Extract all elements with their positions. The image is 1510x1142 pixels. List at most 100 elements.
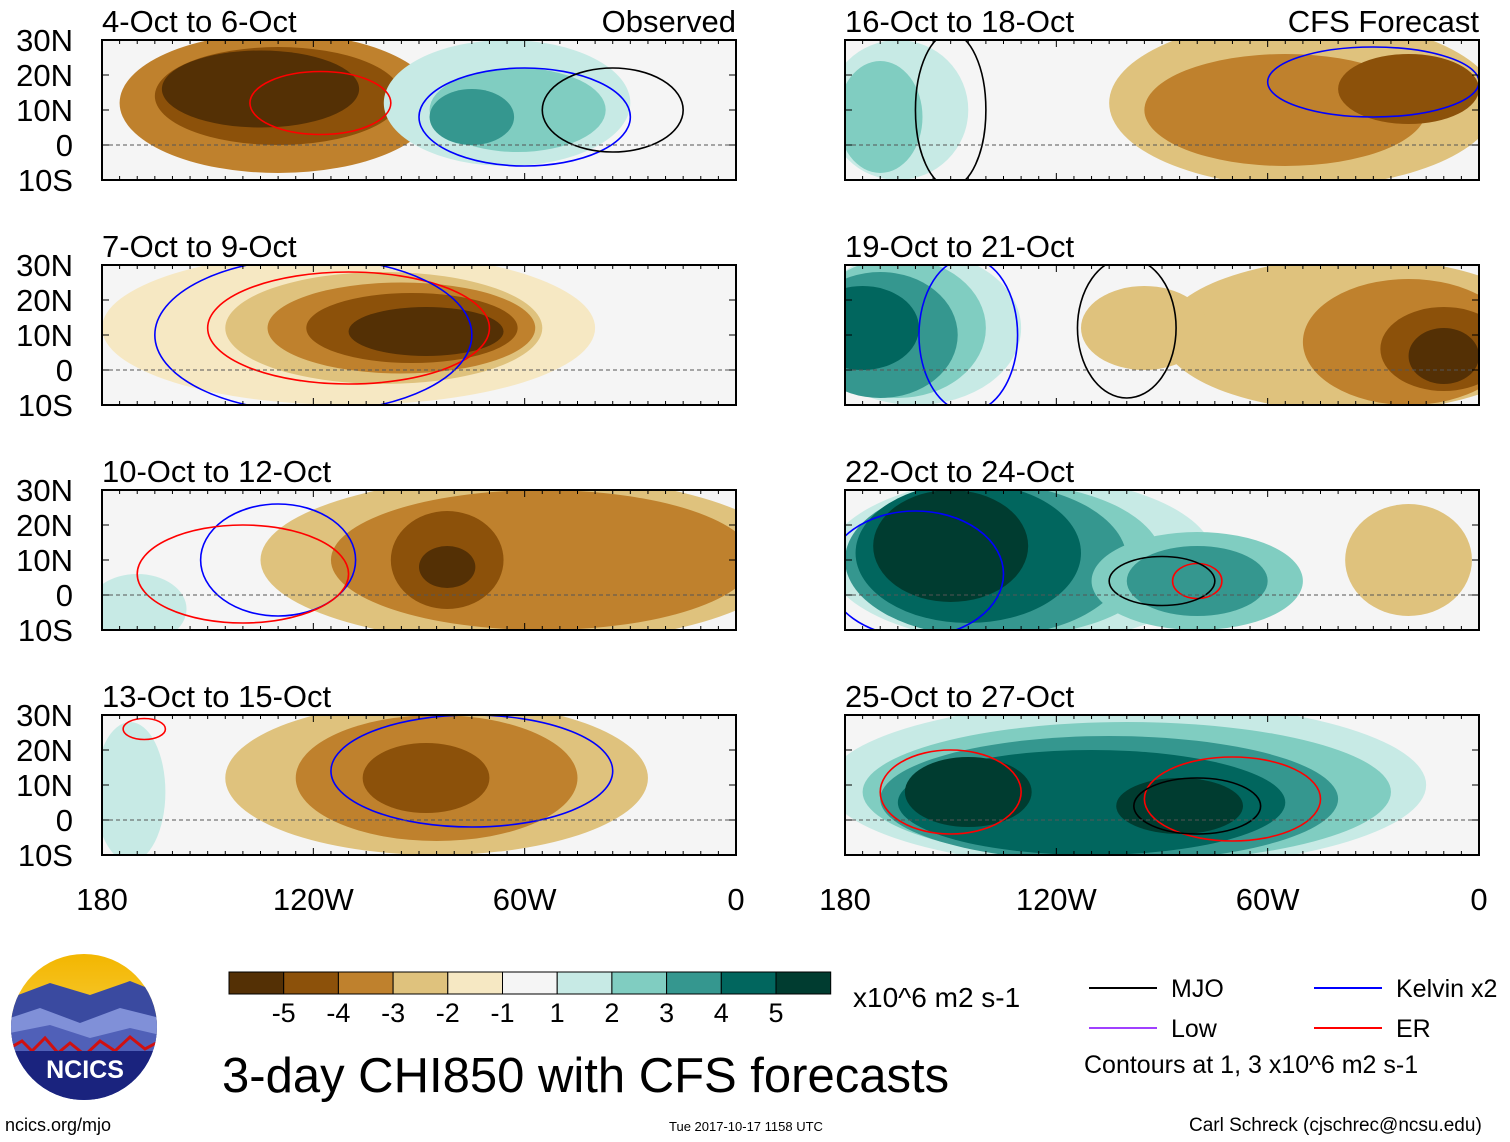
lat-tick-label: 30N bbox=[16, 698, 73, 733]
lon-tick-label: 180 bbox=[76, 882, 128, 917]
contour-mjo bbox=[541, 67, 684, 153]
contour-kelvin bbox=[1266, 46, 1479, 118]
units-label: x10^6 m2 s-1 bbox=[853, 982, 1021, 1013]
lat-tick-label: 10S bbox=[18, 838, 73, 873]
map-panel: 13-Oct to 15-Oct bbox=[101, 679, 737, 856]
column-label: CFS Forecast bbox=[1288, 4, 1480, 39]
lon-tick-label: 180 bbox=[819, 882, 871, 917]
contour-mjo bbox=[1108, 555, 1216, 607]
lat-tick-label: 30N bbox=[16, 248, 73, 283]
lon-tick-label: 60W bbox=[493, 882, 557, 917]
panel-title: 13-Oct to 15-Oct bbox=[102, 679, 332, 714]
column-label: Observed bbox=[602, 4, 736, 39]
panel-field bbox=[102, 715, 736, 855]
map-panel: 22-Oct to 24-Oct bbox=[844, 454, 1480, 631]
panel-field bbox=[845, 490, 1479, 630]
anomaly-region bbox=[845, 61, 923, 173]
lat-tick-label: 30N bbox=[16, 23, 73, 58]
lon-tick-label: 120W bbox=[273, 882, 355, 917]
legend-label: Kelvin x2 bbox=[1396, 975, 1497, 1003]
colorbar-tick-label: 2 bbox=[604, 998, 619, 1028]
lat-tick-label: 10S bbox=[18, 163, 73, 198]
url-link[interactable]: ncics.org/mjo bbox=[5, 1115, 112, 1135]
lon-tick-label: 60W bbox=[1236, 882, 1300, 917]
panel-title: 7-Oct to 9-Oct bbox=[102, 229, 297, 264]
anomaly-region bbox=[362, 743, 490, 813]
legend: MJO Kelvin x2 Low ER bbox=[1089, 975, 1497, 1040]
colorbar-swatch bbox=[611, 971, 668, 995]
panel-title: 16-Oct to 18-Oct bbox=[845, 4, 1075, 39]
colorbar-tick-label: -5 bbox=[272, 998, 296, 1028]
lat-tick-label: 10S bbox=[18, 388, 73, 423]
colorbar: -5 -4 -3 -2 -1 1 2 3 4 5 bbox=[228, 971, 832, 1028]
colorbar-swatch bbox=[283, 971, 339, 995]
panel-field bbox=[102, 265, 736, 405]
lat-tick-label: 10N bbox=[16, 93, 73, 128]
lat-tick-label: 0 bbox=[56, 128, 73, 163]
anomaly-region bbox=[1126, 546, 1268, 616]
colorbar-tick-label: 4 bbox=[714, 998, 729, 1028]
anomaly-region bbox=[1338, 54, 1479, 124]
panel-title: 10-Oct to 12-Oct bbox=[102, 454, 332, 489]
anomaly-region bbox=[904, 757, 1032, 827]
contour-mjo bbox=[1076, 265, 1177, 399]
map-panel: 10-Oct to 12-Oct bbox=[101, 454, 737, 631]
lat-tick-label: 20N bbox=[16, 508, 73, 543]
lat-tick-label: 0 bbox=[56, 353, 73, 388]
anomaly-region bbox=[429, 89, 515, 145]
colorbar-swatch bbox=[392, 971, 449, 995]
anomaly-region bbox=[161, 50, 360, 128]
panel-title: 4-Oct to 6-Oct bbox=[102, 4, 297, 39]
lat-tick-label: 20N bbox=[16, 58, 73, 93]
colorbar-tick-label: -4 bbox=[326, 998, 350, 1028]
colorbar-swatch bbox=[666, 971, 722, 995]
contour-er bbox=[136, 524, 350, 624]
colorbar-swatch bbox=[775, 971, 832, 995]
legend-label: ER bbox=[1396, 1015, 1431, 1040]
contour-er bbox=[1143, 756, 1322, 842]
contour-er bbox=[249, 70, 392, 136]
lat-tick-label: 0 bbox=[56, 803, 73, 838]
panel-field bbox=[102, 490, 736, 630]
author-credit: Carl Schreck (cjschrec@ncsu.edu) bbox=[1189, 1115, 1482, 1136]
anomaly-region bbox=[102, 722, 166, 855]
panel-field bbox=[845, 715, 1479, 855]
contour-kelvin bbox=[418, 67, 632, 167]
panel-field bbox=[102, 40, 736, 180]
colorbar-swatch bbox=[502, 971, 558, 995]
lat-tick-label: 0 bbox=[56, 578, 73, 613]
timestamp: Tue 2017-10-17 1158 UTC bbox=[669, 1119, 823, 1134]
anomaly-region bbox=[419, 546, 476, 588]
anomaly-region bbox=[1080, 286, 1208, 370]
anomaly-region bbox=[1345, 504, 1472, 616]
anomaly-region bbox=[873, 490, 1029, 602]
ncics-logo: NCICS bbox=[11, 954, 157, 1100]
colorbar-swatch bbox=[337, 971, 394, 995]
colorbar-tick-label: -2 bbox=[436, 998, 460, 1028]
logo-text: NCICS bbox=[46, 1056, 124, 1084]
lon-tick-label: 0 bbox=[727, 882, 744, 917]
colorbar-swatch bbox=[228, 971, 285, 995]
lat-tick-label: 30N bbox=[16, 473, 73, 508]
contour-kelvin bbox=[330, 715, 614, 828]
colorbar-tick-label: 5 bbox=[768, 998, 783, 1028]
colorbar-tick-label: -1 bbox=[490, 998, 514, 1028]
contour-note: Contours at 1, 3 x10^6 m2 s-1 bbox=[1084, 1051, 1419, 1079]
contour-kelvin bbox=[199, 503, 357, 617]
panel-title: 22-Oct to 24-Oct bbox=[845, 454, 1075, 489]
panel-title: 19-Oct to 21-Oct bbox=[845, 229, 1075, 264]
contour-er bbox=[206, 271, 491, 385]
lat-tick-label: 10N bbox=[16, 543, 73, 578]
anomaly-region bbox=[845, 286, 919, 370]
legend-label: MJO bbox=[1171, 975, 1224, 1003]
colorbar-tick-label: 3 bbox=[659, 998, 674, 1028]
colorbar-swatch bbox=[556, 971, 613, 995]
lat-tick-label: 20N bbox=[16, 283, 73, 318]
lon-tick-label: 120W bbox=[1016, 882, 1098, 917]
panel-field bbox=[845, 265, 1479, 405]
anomaly-region bbox=[102, 574, 187, 630]
contour-mjo bbox=[914, 40, 987, 180]
lat-tick-label: 20N bbox=[16, 733, 73, 768]
contour-kelvin bbox=[845, 510, 1005, 630]
